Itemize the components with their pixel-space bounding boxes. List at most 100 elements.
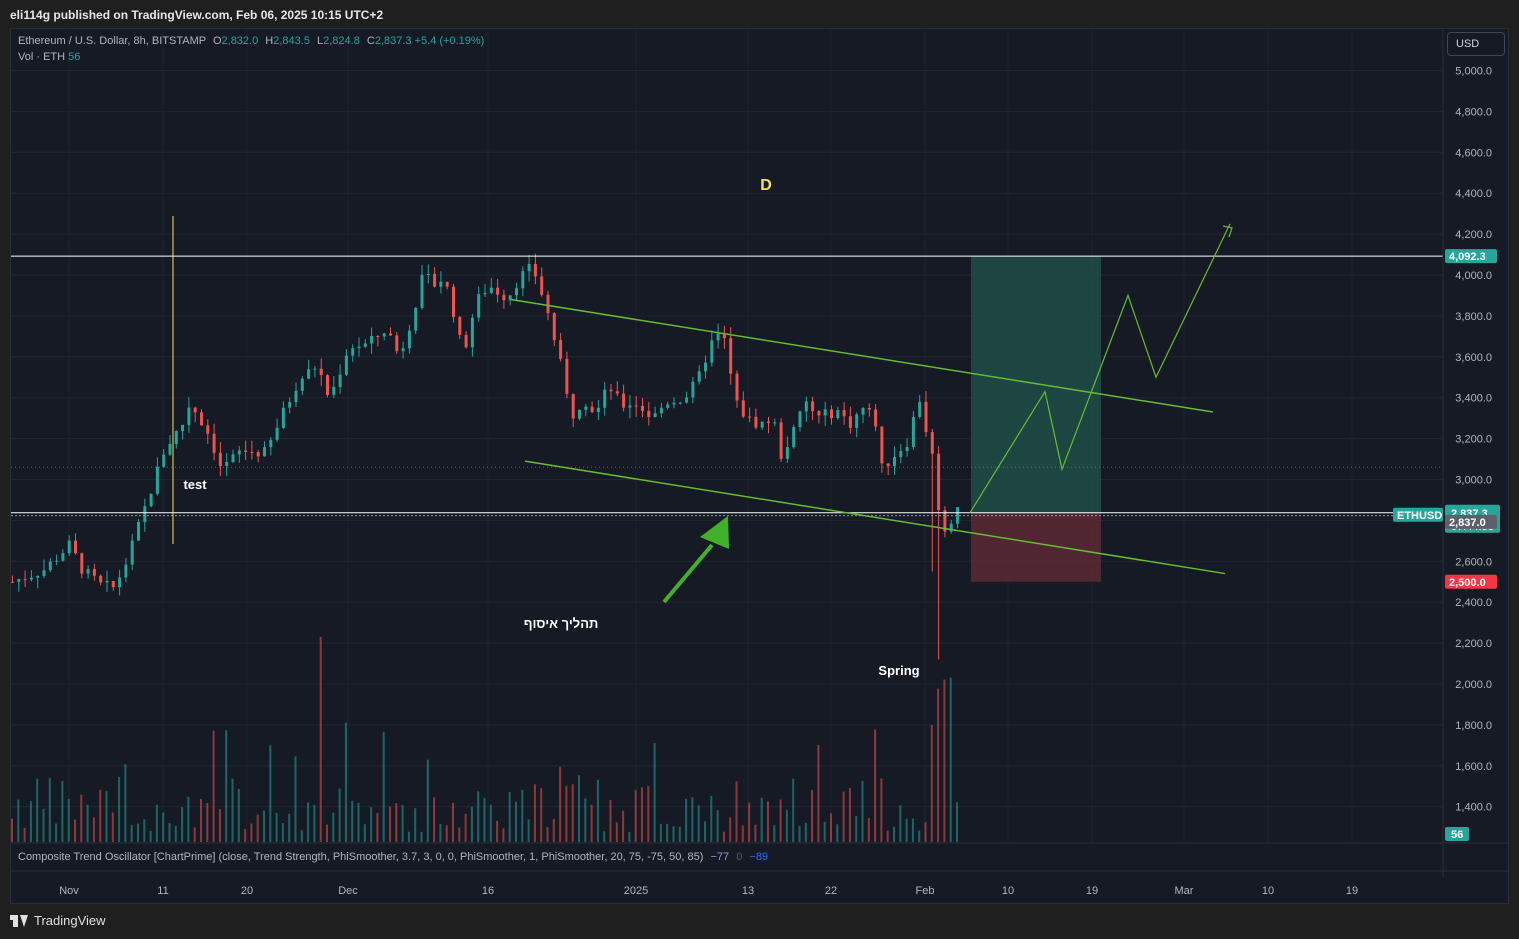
volume-bar	[855, 815, 858, 842]
accumulation-arrow-shaft	[662, 543, 714, 604]
candle-body	[710, 340, 714, 363]
annotation-label: D	[760, 177, 772, 194]
y-tick-label: 3,400.0	[1455, 393, 1492, 405]
volume-bar	[848, 788, 851, 842]
volume-bar	[483, 798, 486, 842]
volume-bar	[48, 777, 51, 842]
volume-bar	[118, 776, 121, 842]
volume-bar	[29, 801, 32, 842]
candle-body	[111, 581, 115, 588]
volume-bar	[389, 806, 391, 842]
x-tick-label: Mar	[1175, 885, 1194, 897]
target-zone	[971, 256, 1101, 513]
candle-body	[546, 294, 550, 314]
volume-bar	[502, 828, 505, 842]
candle-body	[439, 281, 443, 287]
candle-body	[281, 407, 285, 428]
annotation-label: test	[183, 477, 207, 492]
y-tick-label: 2,000.0	[1455, 679, 1492, 691]
candle-body	[735, 373, 739, 401]
candle-body	[798, 411, 802, 428]
volume-bar	[496, 820, 499, 842]
y-tick-label: 4,000.0	[1455, 270, 1492, 282]
volume-bar	[552, 818, 555, 842]
candle-body	[363, 343, 367, 347]
volume-bar	[741, 825, 744, 842]
oscillator-value-1: −77	[710, 851, 730, 863]
volume-bar	[55, 823, 58, 842]
volume-bar	[36, 778, 39, 842]
volume-bar	[193, 827, 196, 842]
volume-bar	[685, 798, 688, 842]
volume-bar	[533, 784, 536, 842]
volume-bar	[313, 804, 316, 842]
candle-body	[741, 400, 745, 417]
candle-body	[80, 553, 84, 574]
currency-button[interactable]: USD	[1447, 32, 1505, 56]
candle-body	[521, 271, 525, 289]
volume-bar	[672, 826, 675, 842]
volume-bar	[785, 809, 788, 842]
y-tick-label: 1,800.0	[1455, 720, 1492, 732]
volume-bar	[584, 798, 587, 842]
candle-body	[678, 402, 682, 404]
candle-body	[92, 568, 96, 576]
candle-body	[212, 433, 216, 453]
volume-bar	[401, 804, 404, 842]
candle-body	[86, 568, 90, 574]
candle-body	[187, 407, 191, 425]
volume-bar	[300, 830, 303, 842]
candle-body	[748, 416, 752, 418]
candle-body	[773, 422, 777, 424]
volume-bar	[263, 810, 265, 842]
y-tick-label: 1,400.0	[1455, 802, 1492, 814]
volume-bar	[722, 831, 725, 842]
volume-bar	[905, 818, 908, 842]
candle-body	[130, 540, 134, 565]
volume-bar	[42, 808, 45, 842]
candle-body	[874, 409, 878, 427]
candle-body	[263, 447, 266, 457]
volume-bar	[515, 801, 517, 842]
candle-body	[420, 275, 424, 308]
volume-bar	[338, 788, 341, 842]
accumulation-arrow-head	[700, 516, 729, 549]
volume-bar	[609, 799, 612, 842]
volume-bar	[206, 802, 209, 842]
volume-bar	[911, 818, 914, 842]
volume-bar	[181, 807, 184, 842]
grid-lines	[11, 30, 1443, 843]
candle-body	[23, 579, 27, 581]
volume-bar	[565, 785, 568, 842]
high-value: 2,843.5	[273, 35, 310, 47]
candle-body	[36, 575, 40, 578]
volume-bar	[622, 810, 625, 842]
candle-body	[17, 579, 21, 582]
volume-bar	[653, 742, 656, 842]
candle-body	[29, 577, 33, 580]
projection-arrowhead	[1222, 225, 1233, 238]
volume-bar	[376, 813, 379, 842]
candle-body	[414, 307, 418, 331]
candle-body	[395, 335, 399, 352]
volume-bar	[571, 784, 574, 842]
volume-label: Vol · ETH	[18, 51, 66, 63]
volume-bar	[508, 792, 511, 842]
candle-body	[867, 407, 871, 410]
candle-body	[729, 338, 733, 374]
x-tick-label: 19	[1086, 885, 1098, 897]
volume-bar	[67, 798, 70, 842]
candle-body	[174, 431, 178, 444]
axes: 5,000.0 4,800.0 4,600.0 4,400.0 4,200.0 4,000…	[11, 30, 1508, 897]
oscillator-value-3: −89	[749, 851, 769, 863]
volume-bar	[748, 802, 751, 842]
candles	[11, 253, 959, 660]
volume-bar	[149, 830, 152, 842]
candle-body	[313, 368, 317, 370]
candle-body	[496, 287, 500, 295]
volume-bar	[168, 822, 171, 842]
volume-bar	[17, 799, 20, 842]
candle-body	[55, 560, 59, 562]
